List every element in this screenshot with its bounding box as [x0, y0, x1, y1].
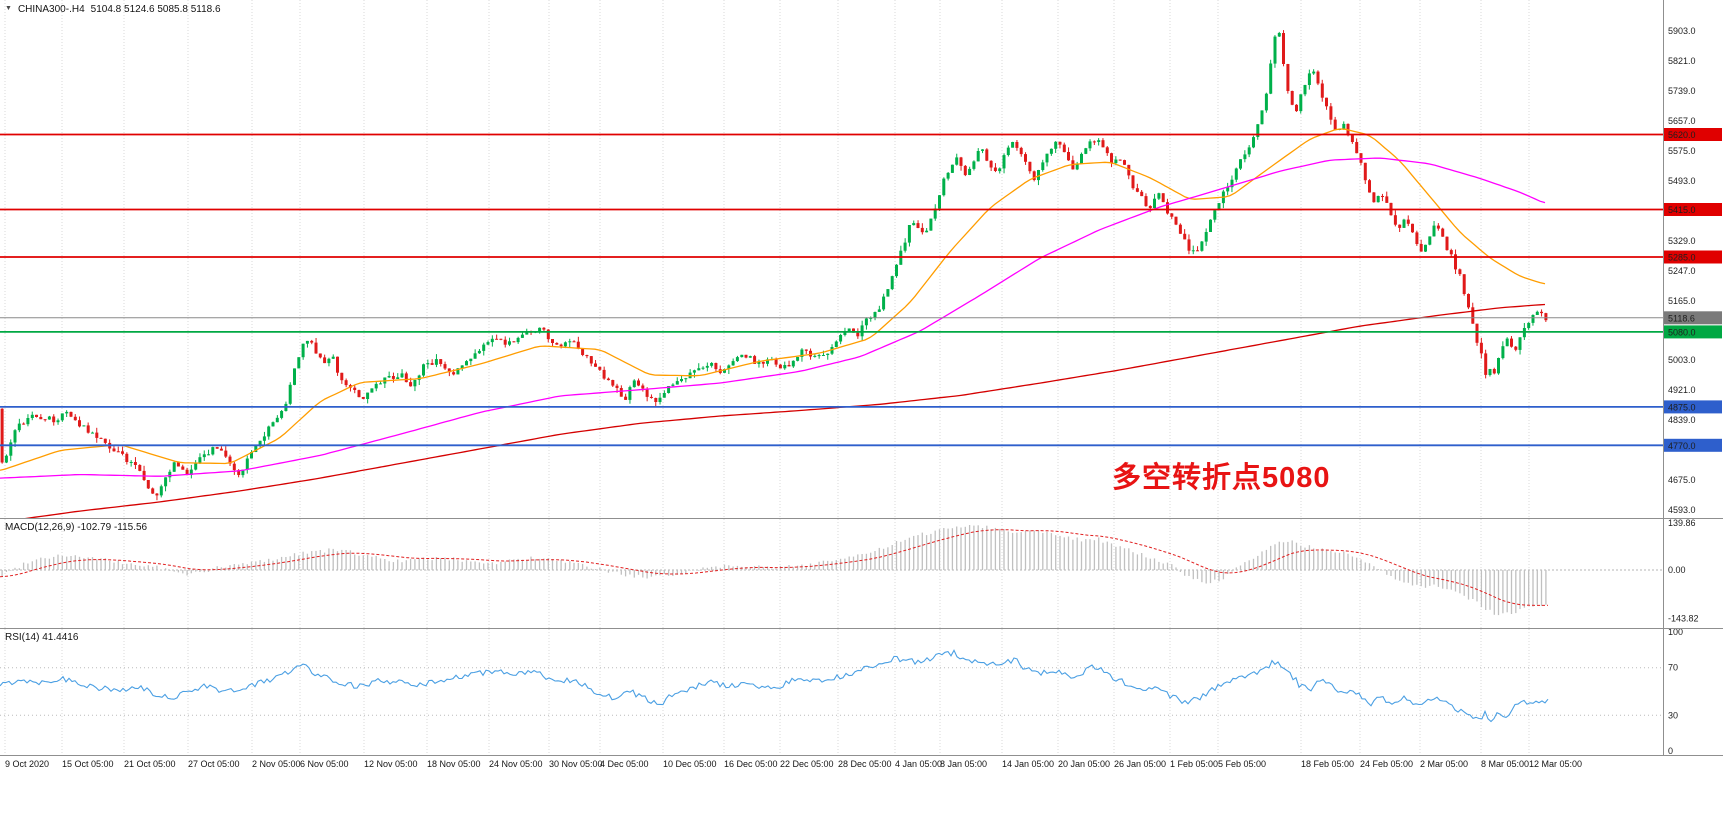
svg-text:4675.0: 4675.0 — [1668, 475, 1696, 485]
time-label: 8 Jan 05:00 — [940, 759, 988, 769]
svg-text:139.86: 139.86 — [1668, 519, 1696, 528]
time-label: 10 Dec 05:00 — [663, 759, 717, 769]
price-chart-panel[interactable]: 5903.0 5821.0 5739.0 5657.0 5575.0 5493.0 5329… — [0, 0, 1723, 518]
time-label: 6 Nov 05:00 — [300, 759, 349, 769]
time-label: 12 Nov 05:00 — [364, 759, 418, 769]
time-label: 15 Oct 05:00 — [62, 759, 114, 769]
svg-text:5329.0: 5329.0 — [1668, 236, 1696, 246]
price-badge: 5415.0 — [1664, 203, 1722, 216]
svg-text:5821.0: 5821.0 — [1668, 56, 1696, 66]
time-label: 26 Jan 05:00 — [1114, 759, 1167, 769]
rsi-gridlines — [4, 629, 1530, 755]
svg-text:5903.0: 5903.0 — [1668, 26, 1696, 36]
price-badge: 5118.6 — [1664, 311, 1722, 325]
time-label: 4 Jan 05:00 — [895, 759, 943, 769]
candlestick-chart[interactable]: 5903.0 5821.0 5739.0 5657.0 5575.0 5493.0 5329… — [0, 0, 1723, 518]
svg-text:4875.0: 4875.0 — [1668, 402, 1696, 412]
svg-text:70: 70 — [1668, 663, 1678, 673]
time-label: 14 Jan 05:00 — [1002, 759, 1055, 769]
main-gridlines — [4, 0, 1530, 518]
svg-text:4593.0: 4593.0 — [1668, 505, 1696, 515]
svg-text:4839.0: 4839.0 — [1668, 415, 1696, 425]
ma-fast-orange — [0, 128, 1546, 471]
time-label: 24 Nov 05:00 — [489, 759, 543, 769]
symbol-name: CHINA300-.H4 — [17, 4, 85, 15]
time-label: 24 Feb 05:00 — [1360, 759, 1414, 769]
time-label: 16 Dec 05:00 — [724, 759, 778, 769]
ma-mid-magenta — [0, 157, 1546, 479]
rsi-panel[interactable]: 100 70 30 0 RSI(14) 41.4416 — [0, 629, 1723, 755]
time-label: 21 Oct 05:00 — [124, 759, 176, 769]
svg-text:5620.0: 5620.0 — [1668, 130, 1696, 140]
rsi-line — [0, 649, 1549, 723]
svg-text:5415.0: 5415.0 — [1668, 205, 1696, 215]
panel-separator-time-axis[interactable] — [0, 755, 1723, 756]
svg-text:30: 30 — [1668, 710, 1678, 720]
time-label: 5 Feb 05:00 — [1218, 759, 1267, 769]
price-badge: 5620.0 — [1664, 128, 1722, 141]
price-axis-separator[interactable] — [1663, 0, 1664, 755]
rsi-axis-labels[interactable]: 100 70 30 0 — [1668, 629, 1683, 755]
ma-slow-red — [24, 303, 1546, 518]
svg-text:5247.0: 5247.0 — [1668, 266, 1696, 276]
time-label: 20 Jan 05:00 — [1058, 759, 1111, 769]
macd-indicator-label: MACD(12,26,9) -102.79 -115.56 — [5, 522, 148, 533]
svg-text:5165.0: 5165.0 — [1668, 296, 1696, 306]
time-label: 22 Dec 05:00 — [780, 759, 834, 769]
svg-text:5080.0: 5080.0 — [1668, 327, 1696, 337]
rsi-indicator-label: RSI(14) 41.4416 — [5, 632, 79, 643]
symbol-info-bar: ▼ CHINA300-.H4 5104.8 5124.6 5085.8 5118… — [5, 4, 221, 15]
svg-text:5003.0: 5003.0 — [1668, 355, 1696, 365]
price-badge: 5285.0 — [1664, 250, 1722, 264]
time-label: 9 Oct 2020 — [5, 759, 50, 769]
symbol-ohlc-values: 5104.8 5124.6 5085.8 5118.6 — [90, 4, 221, 15]
time-label: 1 Feb 05:00 — [1170, 759, 1219, 769]
svg-text:5575.0: 5575.0 — [1668, 146, 1696, 156]
time-label: 27 Oct 05:00 — [188, 759, 240, 769]
price-badge: 4875.0 — [1664, 400, 1722, 414]
svg-text:100: 100 — [1668, 629, 1683, 637]
svg-text:4921.0: 4921.0 — [1668, 385, 1696, 395]
time-label: 2 Nov 05:00 — [252, 759, 301, 769]
time-label: 30 Nov 05:00 — [549, 759, 603, 769]
time-label: 12 Mar 05:00 — [1529, 759, 1583, 769]
time-label: 2 Mar 05:00 — [1420, 759, 1469, 769]
time-label: 18 Feb 05:00 — [1301, 759, 1355, 769]
candles — [0, 30, 1548, 501]
macd-axis-labels[interactable]: 139.86 0.00 -143.82 — [1668, 519, 1699, 623]
macd-panel[interactable]: 139.86 0.00 -143.82 MACD(12,26,9) -102.79 … — [0, 519, 1723, 628]
time-label: 28 Dec 05:00 — [838, 759, 892, 769]
symbol-dropdown-icon[interactable]: ▼ — [5, 5, 12, 12]
time-axis[interactable]: 9 Oct 2020 15 Oct 05:00 21 Oct 05:00 27 Oct… — [0, 756, 1723, 780]
price-badge: 4770.0 — [1664, 438, 1722, 452]
svg-text:5285.0: 5285.0 — [1668, 253, 1696, 263]
svg-text:0.00: 0.00 — [1668, 565, 1686, 575]
horizontal-level-lines[interactable] — [0, 133, 1663, 447]
svg-text:4770.0: 4770.0 — [1668, 441, 1696, 451]
chart-annotation-text: 多空转折点5080 — [1112, 462, 1331, 494]
svg-text:5657.0: 5657.0 — [1668, 116, 1696, 126]
macd-signal-line — [0, 529, 1549, 606]
macd-gridlines — [4, 519, 1530, 628]
svg-text:-143.82: -143.82 — [1668, 613, 1699, 623]
price-badge: 5080.0 — [1664, 325, 1722, 339]
macd-histogram — [1, 525, 1547, 616]
svg-text:0: 0 — [1668, 746, 1673, 755]
panel-separator-macd-rsi[interactable] — [0, 628, 1723, 629]
price-axis-labels[interactable]: 5903.0 5821.0 5739.0 5657.0 5575.0 5493.0 5329… — [1668, 26, 1696, 515]
time-label: 18 Nov 05:00 — [427, 759, 481, 769]
time-label: 4 Dec 05:00 — [600, 759, 649, 769]
svg-text:5118.6: 5118.6 — [1668, 313, 1695, 323]
macd-chart[interactable]: 139.86 0.00 -143.82 — [0, 519, 1723, 628]
panel-separator-main-macd[interactable] — [0, 518, 1723, 519]
time-label: 8 Mar 05:00 — [1481, 759, 1530, 769]
svg-text:5739.0: 5739.0 — [1668, 86, 1696, 96]
svg-text:5493.0: 5493.0 — [1668, 176, 1696, 186]
rsi-chart[interactable]: 100 70 30 0 — [0, 629, 1723, 755]
